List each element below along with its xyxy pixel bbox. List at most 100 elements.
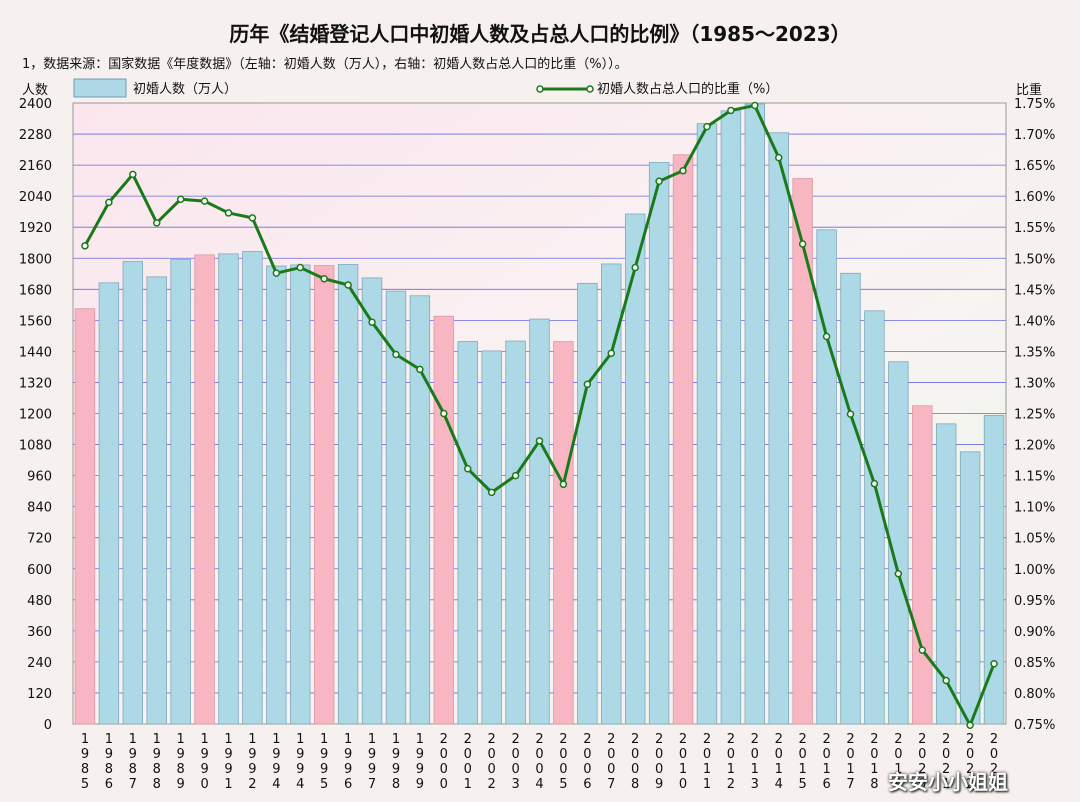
x-axis: 1 9 8 5 1 9 8 6 1 9 8 7 1 9 8 8 1 9 8 9 1 9 9 0 1 9 9 1 1 9 9 2 1 9 9 4 1 9 9 4…: [81, 732, 998, 792]
line-point: [178, 196, 184, 202]
line-point: [393, 352, 399, 358]
legend-line-label: 初婚人数占总人口的比重（%）: [597, 81, 778, 97]
bar: [793, 179, 813, 724]
line-point: [776, 155, 782, 161]
line-point: [321, 276, 327, 282]
line-point: [441, 411, 447, 417]
left-tick-label: 1200: [19, 408, 52, 423]
bar: [817, 230, 837, 724]
line-point: [560, 481, 566, 487]
bar: [338, 264, 358, 724]
left-tick-label: 1440: [19, 345, 52, 360]
bar: [841, 273, 861, 724]
right-tick-label: 0.75%: [1014, 718, 1055, 733]
left-tick-label: 1080: [19, 439, 52, 454]
line-point: [202, 198, 208, 204]
bar: [410, 296, 430, 724]
bar: [578, 283, 598, 724]
line-point: [704, 124, 710, 130]
right-tick-label: 1.75%: [1014, 97, 1055, 112]
line-point: [489, 489, 495, 495]
right-tick-label: 1.15%: [1014, 470, 1055, 485]
line-point: [345, 282, 351, 288]
line-point: [871, 481, 877, 487]
line-point: [273, 270, 279, 276]
bar: [506, 341, 526, 724]
right-tick-label: 1.65%: [1014, 159, 1055, 174]
line-point: [130, 171, 136, 177]
left-tick-label: 960: [27, 470, 52, 485]
line-point: [943, 678, 949, 684]
legend-bar-swatch: [74, 79, 126, 97]
legend-bar-label: 初婚人数（万人）: [133, 82, 237, 97]
right-tick-label: 1.55%: [1014, 221, 1055, 236]
bar: [673, 155, 693, 724]
left-tick-label: 840: [27, 501, 52, 516]
bar: [769, 133, 789, 724]
right-tick-label: 0.80%: [1014, 687, 1055, 702]
legend-line-marker-right: [587, 86, 593, 92]
line-point: [584, 381, 590, 387]
bar: [171, 260, 191, 724]
x-tick-label: 1986: [105, 732, 113, 792]
left-tick-label: 600: [27, 563, 52, 578]
right-tick-label: 1.20%: [1014, 439, 1055, 454]
x-tick-label: 2006: [583, 732, 591, 792]
left-tick-label: 120: [27, 687, 52, 702]
line-point: [537, 438, 543, 444]
right-tick-label: 1.60%: [1014, 190, 1055, 205]
x-tick-label: 2016: [822, 732, 830, 792]
right-axis-label: 比重: [1016, 82, 1042, 98]
x-tick-label: 2018: [870, 732, 878, 792]
bar: [649, 163, 669, 724]
left-tick-label: 1680: [19, 283, 52, 298]
left-tick-label: 360: [27, 625, 52, 640]
bar: [195, 255, 215, 724]
line-point: [680, 168, 686, 174]
left-tick-label: 2280: [19, 128, 52, 143]
left-tick-label: 1560: [19, 314, 52, 329]
line-point: [991, 661, 997, 667]
line-point: [848, 411, 854, 417]
line-point: [154, 220, 160, 226]
watermark-text: 安安小小姐姐: [888, 766, 1008, 795]
left-axis: 0 120 240 360 480 600 720 840 960 1080 1200 1320 144…: [19, 97, 52, 733]
right-tick-label: 1.70%: [1014, 128, 1055, 143]
line-point: [824, 334, 830, 340]
right-tick-label: 0.90%: [1014, 625, 1055, 640]
bar: [99, 283, 119, 724]
right-tick-label: 1.30%: [1014, 376, 1055, 391]
bar: [243, 252, 263, 724]
bar: [123, 262, 143, 724]
left-tick-label: 480: [27, 594, 52, 609]
line-point: [967, 722, 973, 728]
bar: [458, 342, 478, 724]
bar: [219, 254, 239, 724]
line-point: [656, 178, 662, 184]
x-tick-label: 1994: [296, 732, 304, 792]
bar: [147, 277, 167, 724]
line-point: [800, 241, 806, 247]
x-tick-label: 2011: [703, 732, 711, 792]
left-tick-label: 2160: [19, 159, 52, 174]
x-tick-label: 2001: [464, 732, 472, 792]
x-tick-label: 2013: [751, 732, 759, 792]
x-tick-label: 1996: [344, 732, 352, 792]
left-tick-label: 2040: [19, 190, 52, 205]
